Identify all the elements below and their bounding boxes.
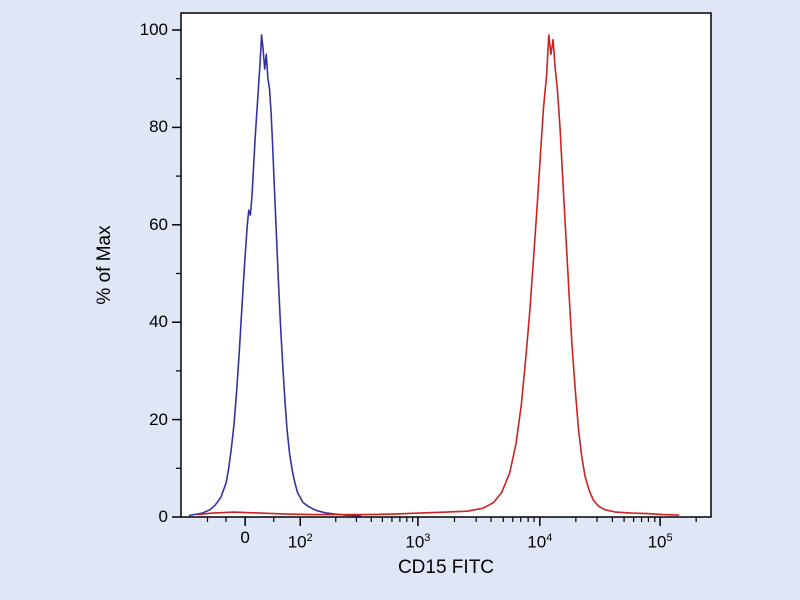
plot-frame	[180, 12, 712, 518]
x-axis-title: CD15 FITC	[397, 557, 495, 578]
y-tick-label: 20	[149, 409, 168, 429]
curve-red-cd15-positive-peak-population	[196, 34, 680, 516]
x-tick-label: 103	[405, 532, 431, 552]
x-tick-label: 104	[527, 532, 553, 552]
y-tick-label: 80	[149, 117, 168, 137]
y-tick-label: 60	[149, 214, 168, 234]
x-tick-label: 102	[287, 532, 313, 552]
curve-blue-left-peak-population	[188, 34, 362, 517]
x-tick-label: 105	[647, 532, 673, 552]
y-tick-label: 40	[149, 312, 168, 332]
y-axis-title: % of Max	[94, 225, 115, 305]
y-tick-label: 100	[139, 20, 168, 39]
y-tick-label: 0	[158, 507, 168, 526]
x-tick-label: 0	[240, 528, 250, 547]
